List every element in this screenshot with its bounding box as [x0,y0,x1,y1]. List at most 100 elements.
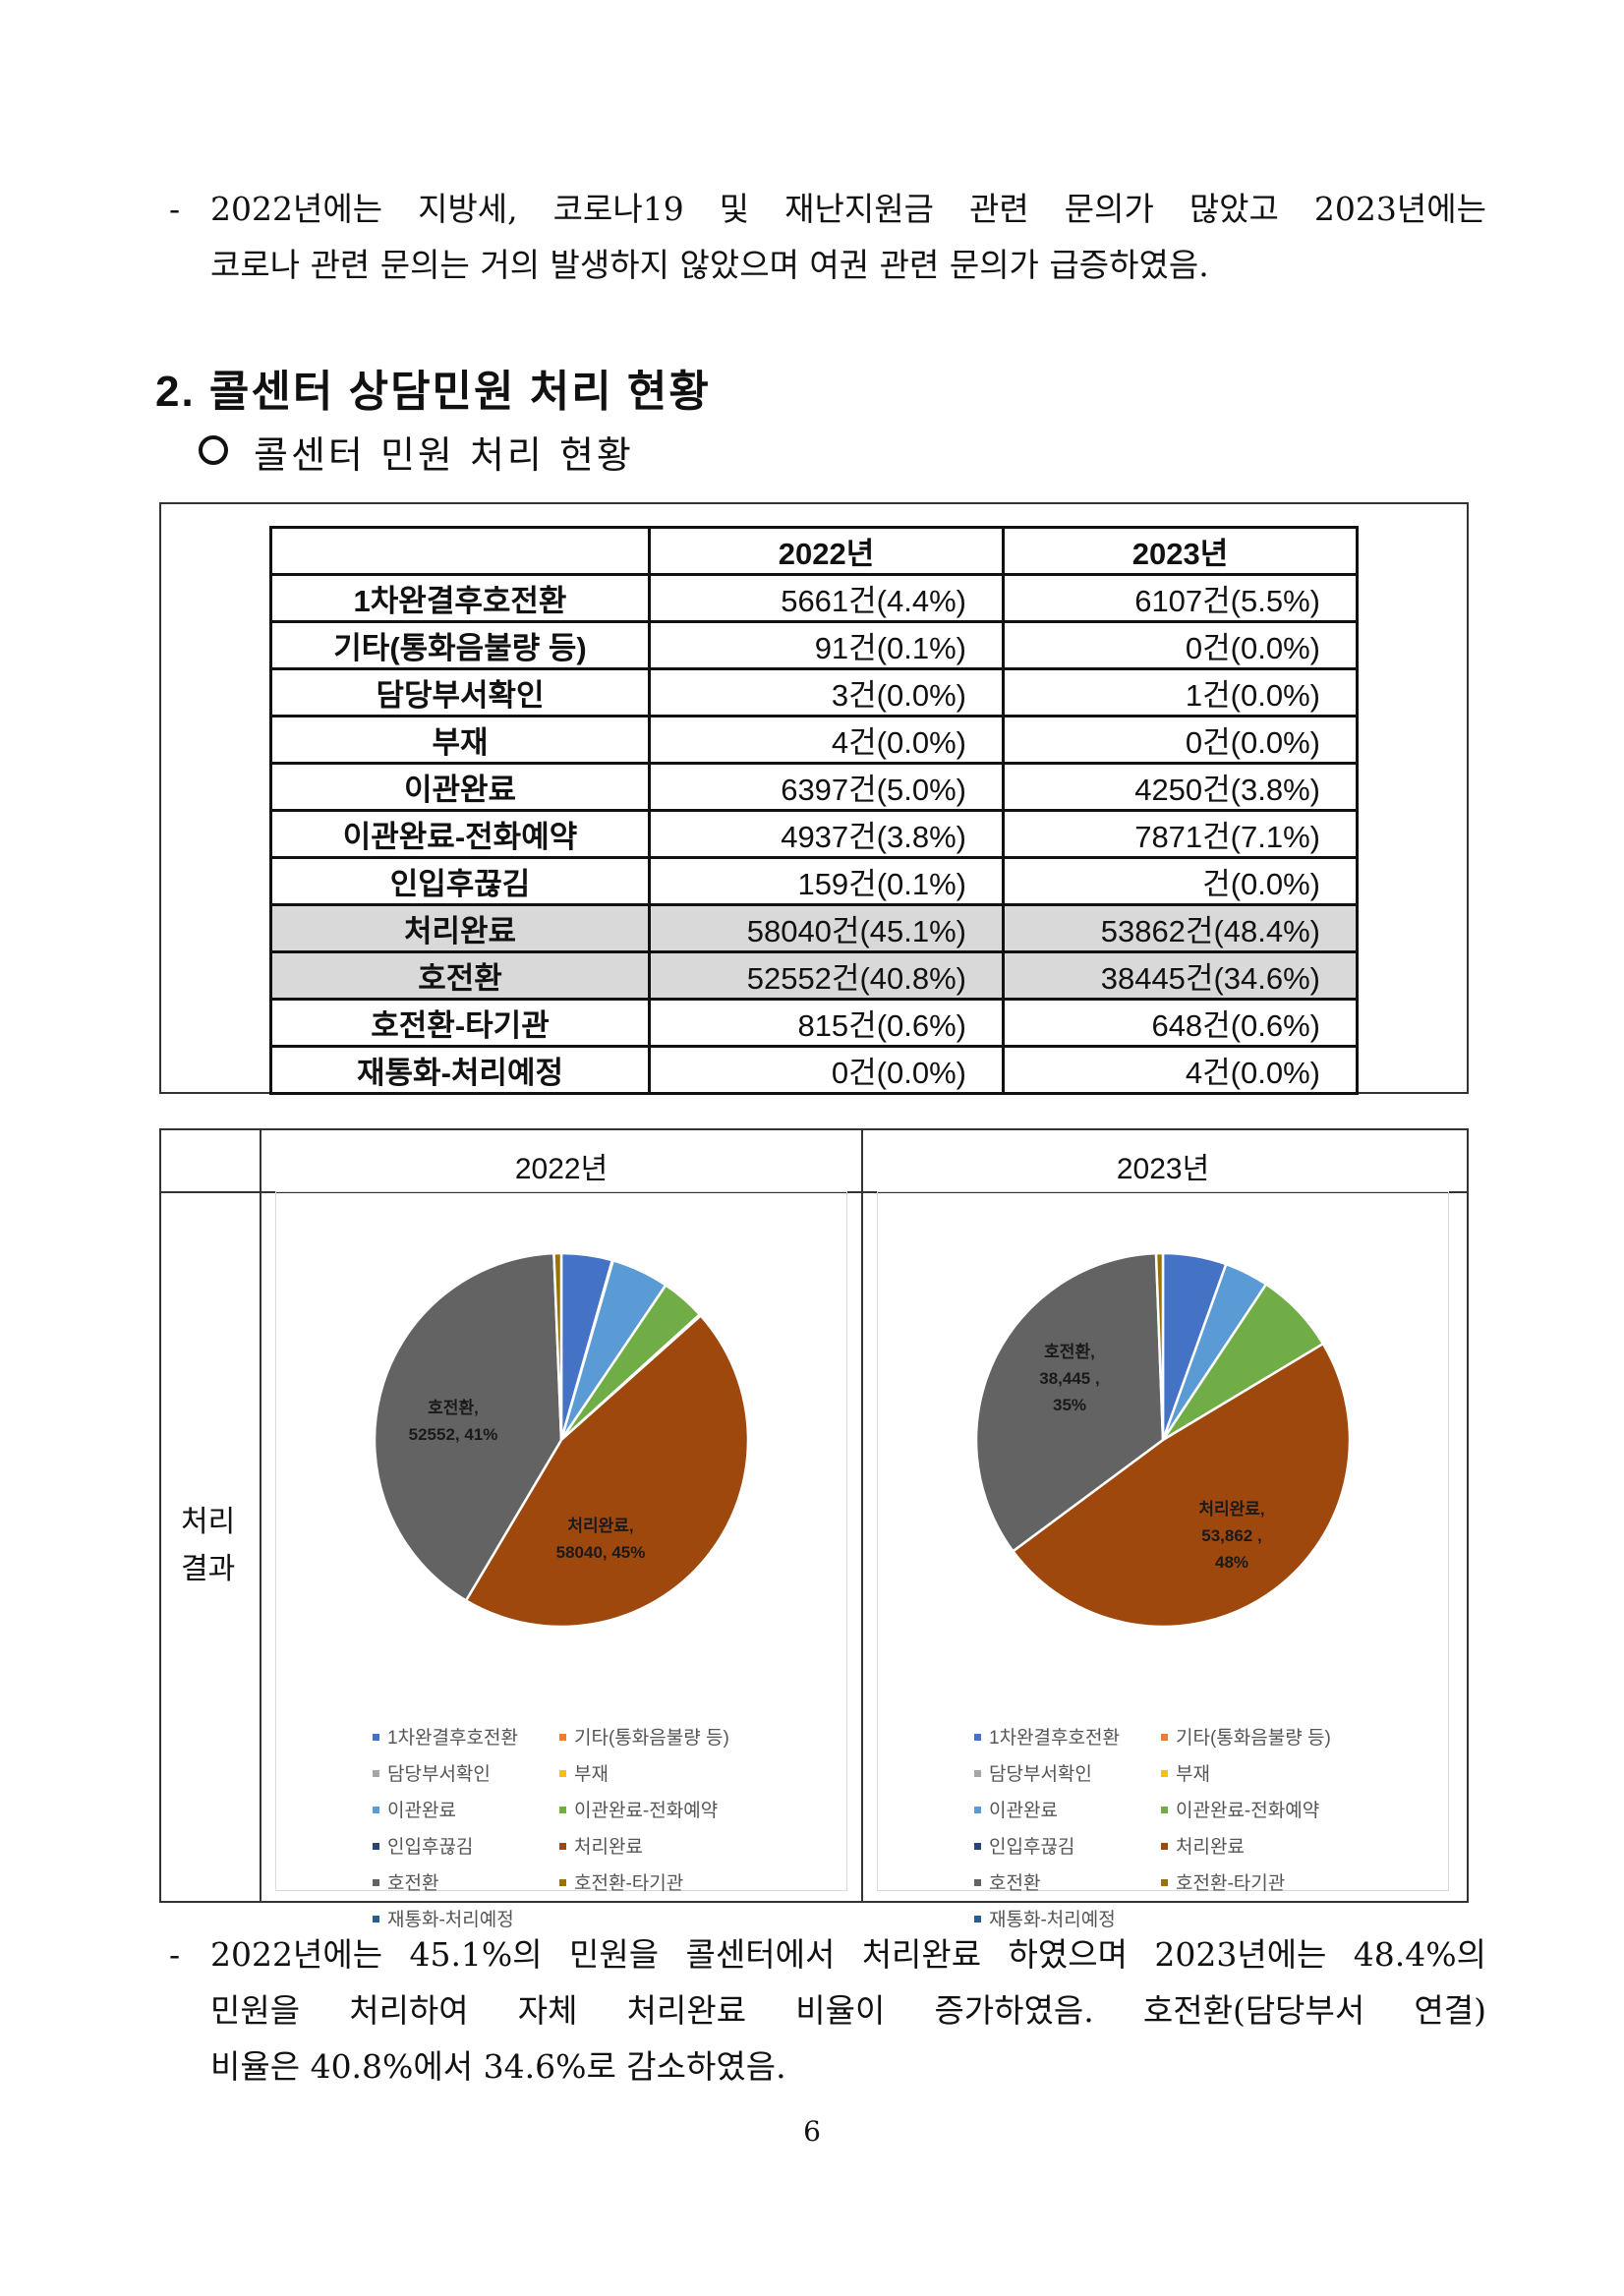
legend-swatch [1161,1734,1168,1741]
value-2022-cell: 815건(0.6%) [648,998,1005,1048]
value-2023-cell: 648건(0.6%) [1002,998,1359,1048]
pie-data-label-line: 35% [1053,1396,1086,1414]
legend-item: 기타(통화음불량 등) [1161,1723,1331,1750]
stats-table-frame: 2022년 2023년 1차완결후호전환 5661건(4.4%) 6107건(5.5… [159,502,1469,1095]
legend-item: 이관완료 [373,1796,456,1822]
value-2023-cell: 38445건(34.6%) [1002,950,1359,1001]
table-row: 1차완결후호전환 5661건(4.4%) 6107건(5.5%) [269,573,1359,623]
pie-chart-grid: 2022년 2023년 처리 결과 처리완료, 58040, 45% 호전환, 525… [159,1128,1469,1930]
legend-item: 호전환 [974,1868,1040,1895]
pie-data-label-line: 처리완료, [1198,1500,1264,1519]
conclusion-line-3: 비율은 40.8%에서 34.6%로 감소하였음. [210,2047,786,2086]
pie-data-label-line: 호전환, [1044,1343,1095,1361]
value-2022-cell: 3건(0.0%) [648,667,1005,718]
pie-slice-transfer [974,1251,1165,1553]
legend-label: 인입후끊김 [387,1837,474,1858]
value-2023-cell: 4250건(3.8%) [1002,762,1359,812]
value-2022-cell: 6397건(5.0%) [648,762,1005,812]
pie-data-label: 처리완료, 58040, 45% [556,1517,646,1562]
legend-item: 재통화-처리예정 [373,1905,514,1931]
legend-label: 이관완료-전화예약 [574,1801,719,1821]
legend-swatch [373,1879,379,1886]
table-header-2023: 2023년 [1002,526,1359,576]
pie-data-label-line: 처리완료, [567,1517,633,1535]
legend-swatch [974,1879,981,1886]
table-row: 담당부서확인 3건(0.0%) 1건(0.0%) [269,667,1359,718]
legend-label: 호전환-타기관 [574,1873,684,1894]
legend-label: 호전환 [989,1873,1041,1894]
pie-svg-2023: 처리완료, 53,862 , 48% 호전환, 38,445 , 35% [974,1251,1352,1629]
row-label-line-1: 처리 [181,1506,236,1538]
grid-divider [161,1191,1467,1193]
value-2022-cell: 91건(0.1%) [648,620,1005,670]
stats-table: 2022년 2023년 1차완결후호전환 5661건(4.4%) 6107건(5.5… [269,526,1359,1095]
legend-swatch [373,1843,379,1850]
value-2022-cell: 159건(0.1%) [648,856,1005,906]
intro-dash: - [169,190,181,228]
conclusion-line-2: 민원을 처리하여 자체 처리완료 비율이 증가하였음. 호전환(담당부서 연결) [210,1991,1486,2030]
legend-swatch [373,1916,379,1923]
table-row: 처리완료 58040건(45.1%) 53862건(48.4%) [269,903,1359,953]
row-label-cell: 재통화-처리예정 [269,1045,651,1095]
pie-slice-completed [464,1313,750,1629]
table-row: 부재 4건(0.0%) 0건(0.0%) [269,715,1359,765]
value-2022-cell: 52552건(40.8%) [648,950,1005,1001]
subsection-heading: 콜센터 민원 처리 현황 [199,425,634,479]
value-2023-cell: 0건(0.0%) [1002,620,1359,670]
legend-swatch [1161,1770,1168,1777]
legend-swatch [373,1770,379,1777]
row-label-cell: 기타(통화음불량 등) [269,620,651,670]
pie-header-2023: 2023년 [1116,1153,1210,1185]
legend-swatch [974,1916,981,1923]
page-number: 6 [803,2115,821,2148]
table-row: 기타(통화음불량 등) 91건(0.1%) 0건(0.0%) [269,620,1359,670]
legend-swatch [559,1734,566,1741]
legend-swatch [974,1734,981,1741]
value-2022-cell: 0건(0.0%) [648,1045,1005,1095]
pie-slice-transfer-other-org [1154,1251,1165,1441]
row-label-cell: 이관완료 [269,762,651,812]
legend-label: 기타(통화음불량 등) [1176,1728,1331,1749]
pie-slice-transfer [373,1251,563,1603]
value-2023-cell: 7871건(7.1%) [1002,809,1359,859]
legend-label: 처리완료 [574,1837,643,1858]
legend-item: 이관완료 [974,1796,1058,1822]
legend-swatch [559,1879,566,1886]
table-row: 호전환 52552건(40.8%) 38445건(34.6%) [269,950,1359,1001]
legend-swatch [373,1807,379,1813]
legend-item: 처리완료 [1161,1832,1245,1859]
row-label-cell: 호전환 [269,950,651,1001]
legend-label: 호전환-타기관 [1176,1873,1286,1894]
legend-label: 부재 [574,1764,609,1785]
table-body: 1차완결후호전환 5661건(4.4%) 6107건(5.5%) 기타(통화음불량 등… [269,573,1359,1095]
pie-data-label-line: 53,862 , [1201,1526,1261,1545]
legend-label: 이관완료-전화예약 [1176,1801,1320,1821]
legend-item: 이관완료-전화예약 [1161,1796,1319,1822]
pie-data-label: 호전환, 52552, 41% [409,1399,498,1444]
legend-item: 부재 [1161,1759,1210,1786]
legend-item: 호전환-타기관 [559,1868,683,1895]
conclusion-line-1: 2022년에는 45.1%의 민원을 콜센터에서 처리완료 하였으며 2023년… [210,1935,1486,1974]
legend-label: 재통화-처리예정 [989,1910,1116,1930]
legend-item: 1차완결후호전환 [974,1723,1120,1750]
legend-label: 1차완결후호전환 [989,1728,1120,1749]
value-2023-cell: 0건(0.0%) [1002,715,1359,765]
table-row: 호전환-타기관 815건(0.6%) 648건(0.6%) [269,998,1359,1048]
value-2022-cell: 58040건(45.1%) [648,903,1005,953]
intro-line-2: 코로나 관련 문의는 거의 발생하지 않았으며 여권 관련 문의가 급증하였음. [210,246,1209,284]
row-label-cell: 1차완결후호전환 [269,573,651,623]
legend-swatch [974,1770,981,1777]
legend-label: 담당부서확인 [989,1764,1092,1785]
legend-item: 호전환 [373,1868,438,1895]
row-label-cell: 부재 [269,715,651,765]
pie-data-label: 처리완료, 53,862 , 48% [1198,1500,1264,1572]
pie-data-label-line: 호전환, [428,1399,479,1417]
legend-item: 재통화-처리예정 [974,1905,1116,1931]
legend-swatch [559,1807,566,1813]
legend-item: 호전환-타기관 [1161,1868,1285,1895]
circle-bullet-icon [199,435,228,465]
value-2022-cell: 4건(0.0%) [648,715,1005,765]
value-2023-cell: 1건(0.0%) [1002,667,1359,718]
legend-swatch [974,1843,981,1850]
table-row: 이관완료 6397건(5.0%) 4250건(3.8%) [269,762,1359,812]
